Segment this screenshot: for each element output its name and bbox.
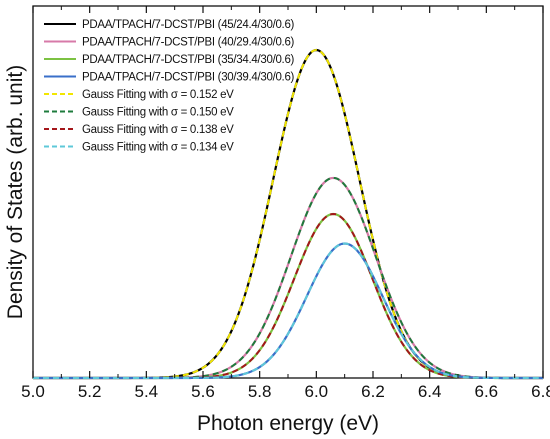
- legend-label-2: PDAA/TPACH/7-DCST/PBI (40/29.4/30/0.6): [82, 37, 295, 49]
- legend: PDAA/TPACH/7-DCST/PBI (45/24.4/30/0.6) PD…: [44, 19, 295, 154]
- x-tick-label: 5.2: [78, 382, 102, 401]
- legend-label-3: PDAA/TPACH/7-DCST/PBI (35/34.4/30/0.6): [82, 54, 295, 66]
- x-tick-label: 5.4: [135, 382, 159, 401]
- legend-label-4: PDAA/TPACH/7-DCST/PBI (30/39.4/30/0.6): [82, 72, 295, 84]
- x-tick-label: 6.8: [531, 382, 550, 401]
- series-line-3: [33, 212, 543, 380]
- x-tick-label: 5.8: [248, 382, 272, 401]
- series-line-6: [33, 176, 543, 379]
- y-axis-title: Density of States (arb. unit): [4, 65, 27, 319]
- x-tick-label: 5.6: [191, 382, 215, 401]
- x-tick-label: 6.0: [305, 382, 329, 401]
- legend-label-8: Gauss Fitting with σ = 0.134 eV: [82, 142, 234, 154]
- legend-label-5: Gauss Fitting with σ = 0.152 eV: [82, 89, 234, 101]
- x-tick-label: 6.2: [361, 382, 385, 401]
- legend-label-1: PDAA/TPACH/7-DCST/PBI (45/24.4/30/0.6): [82, 19, 295, 31]
- legend-label-6: Gauss Fitting with σ = 0.150 eV: [82, 107, 234, 119]
- legend-label-7: Gauss Fitting with σ = 0.138 eV: [82, 124, 234, 136]
- x-axis-title: Photon energy (eV): [197, 412, 379, 435]
- x-tick-label: 6.6: [475, 382, 499, 401]
- x-tick-label: 5.0: [21, 382, 45, 401]
- axis-ticks: 5.0 5.2 5.4 5.6 5.8 6.0 6.2 6.4 6.6 6.8: [21, 6, 550, 401]
- x-tick-label: 6.4: [418, 382, 442, 401]
- series-line-2: [33, 176, 543, 380]
